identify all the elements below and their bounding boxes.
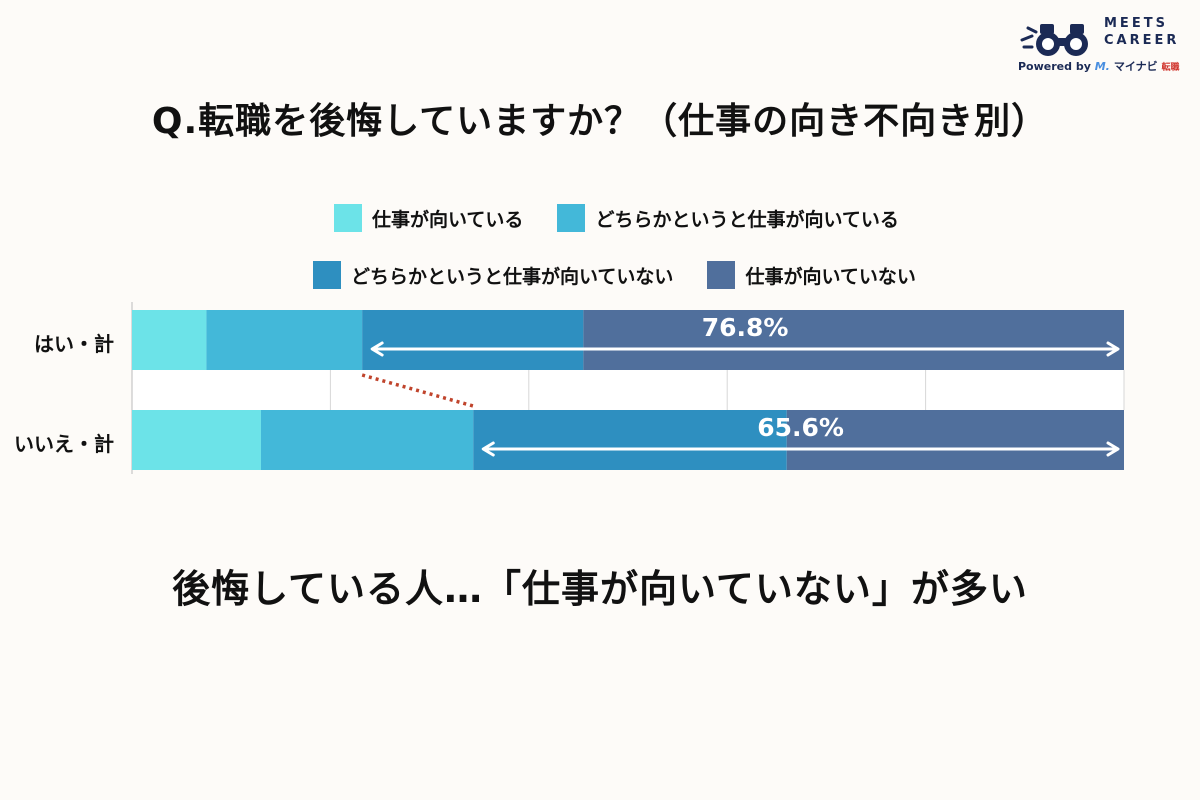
legend-row-1: 仕事が向いている どちらかというと仕事が向いている <box>334 204 899 232</box>
bar-segment-2-1 <box>132 410 261 470</box>
conclusion-text: 後悔している人…「仕事が向いていない」が多い <box>172 567 1028 611</box>
bar-segment-1-2 <box>206 310 363 370</box>
logo-line-1: MEETS <box>1104 16 1168 31</box>
powered-by-label: Powered by <box>1018 60 1091 73</box>
category-label-yes: はい・計 <box>34 332 114 356</box>
legend-item-s1: 仕事が向いている <box>334 204 523 232</box>
bar-segment-1-3 <box>362 310 584 370</box>
mynavi-suffix: 転職 <box>1161 63 1180 73</box>
logo-line-2: CAREER <box>1104 33 1180 48</box>
connector-line <box>361 373 474 408</box>
bar-segment-2-2 <box>260 410 474 470</box>
bar-segment-1-4 <box>583 310 1124 370</box>
legend-row-2: どちらかというと仕事が向いていない 仕事が向いていない <box>313 261 916 289</box>
arrow-head-right-2 <box>1106 441 1120 457</box>
legend-swatch-s2 <box>557 204 586 232</box>
mynavi-brand: マイナビ <box>1113 60 1158 73</box>
legend-swatch-s3 <box>313 261 341 289</box>
bar-segment-1-1 <box>132 310 207 370</box>
legend-label-s1: 仕事が向いている <box>372 208 524 231</box>
logo-wordmark: MEETS CAREER <box>1104 15 1179 49</box>
legend-label-s2: どちらかというと仕事が向いている <box>595 208 899 231</box>
arrow-head-left-2 <box>481 441 495 457</box>
legend-swatch-s1 <box>334 204 362 232</box>
category-label-no: いいえ・計 <box>14 432 114 456</box>
data-label-2: 65.6% <box>757 413 844 442</box>
legend-label-s3: どちらかというと仕事が向いていない <box>351 265 674 288</box>
brand-logo: MEETS CAREER Powered by M. マイナビ 転職 <box>1018 12 1190 74</box>
mynavi-mark-icon: M. <box>1094 60 1110 73</box>
arrow-head-right-1 <box>1106 341 1120 357</box>
logo-powered-by: Powered by M. マイナビ 転職 <box>1018 58 1179 74</box>
data-label-1: 76.8% <box>702 313 789 342</box>
bar-segment-2-4 <box>786 410 1124 470</box>
legend-item-s3: どちらかというと仕事が向いていない <box>313 261 673 289</box>
chart-title: Q.転職を後悔していますか？（仕事の向き不向き別） <box>151 101 1049 142</box>
legend-item-s4: 仕事が向いていない <box>707 261 916 289</box>
legend-swatch-s4 <box>707 261 736 289</box>
binoculars-icon <box>1020 24 1088 56</box>
bar-segment-2-3 <box>473 410 787 470</box>
arrow-head-left-1 <box>370 341 384 357</box>
legend-item-s2: どちらかというと仕事が向いている <box>557 204 899 232</box>
legend-label-s4: 仕事が向いていない <box>745 265 916 288</box>
